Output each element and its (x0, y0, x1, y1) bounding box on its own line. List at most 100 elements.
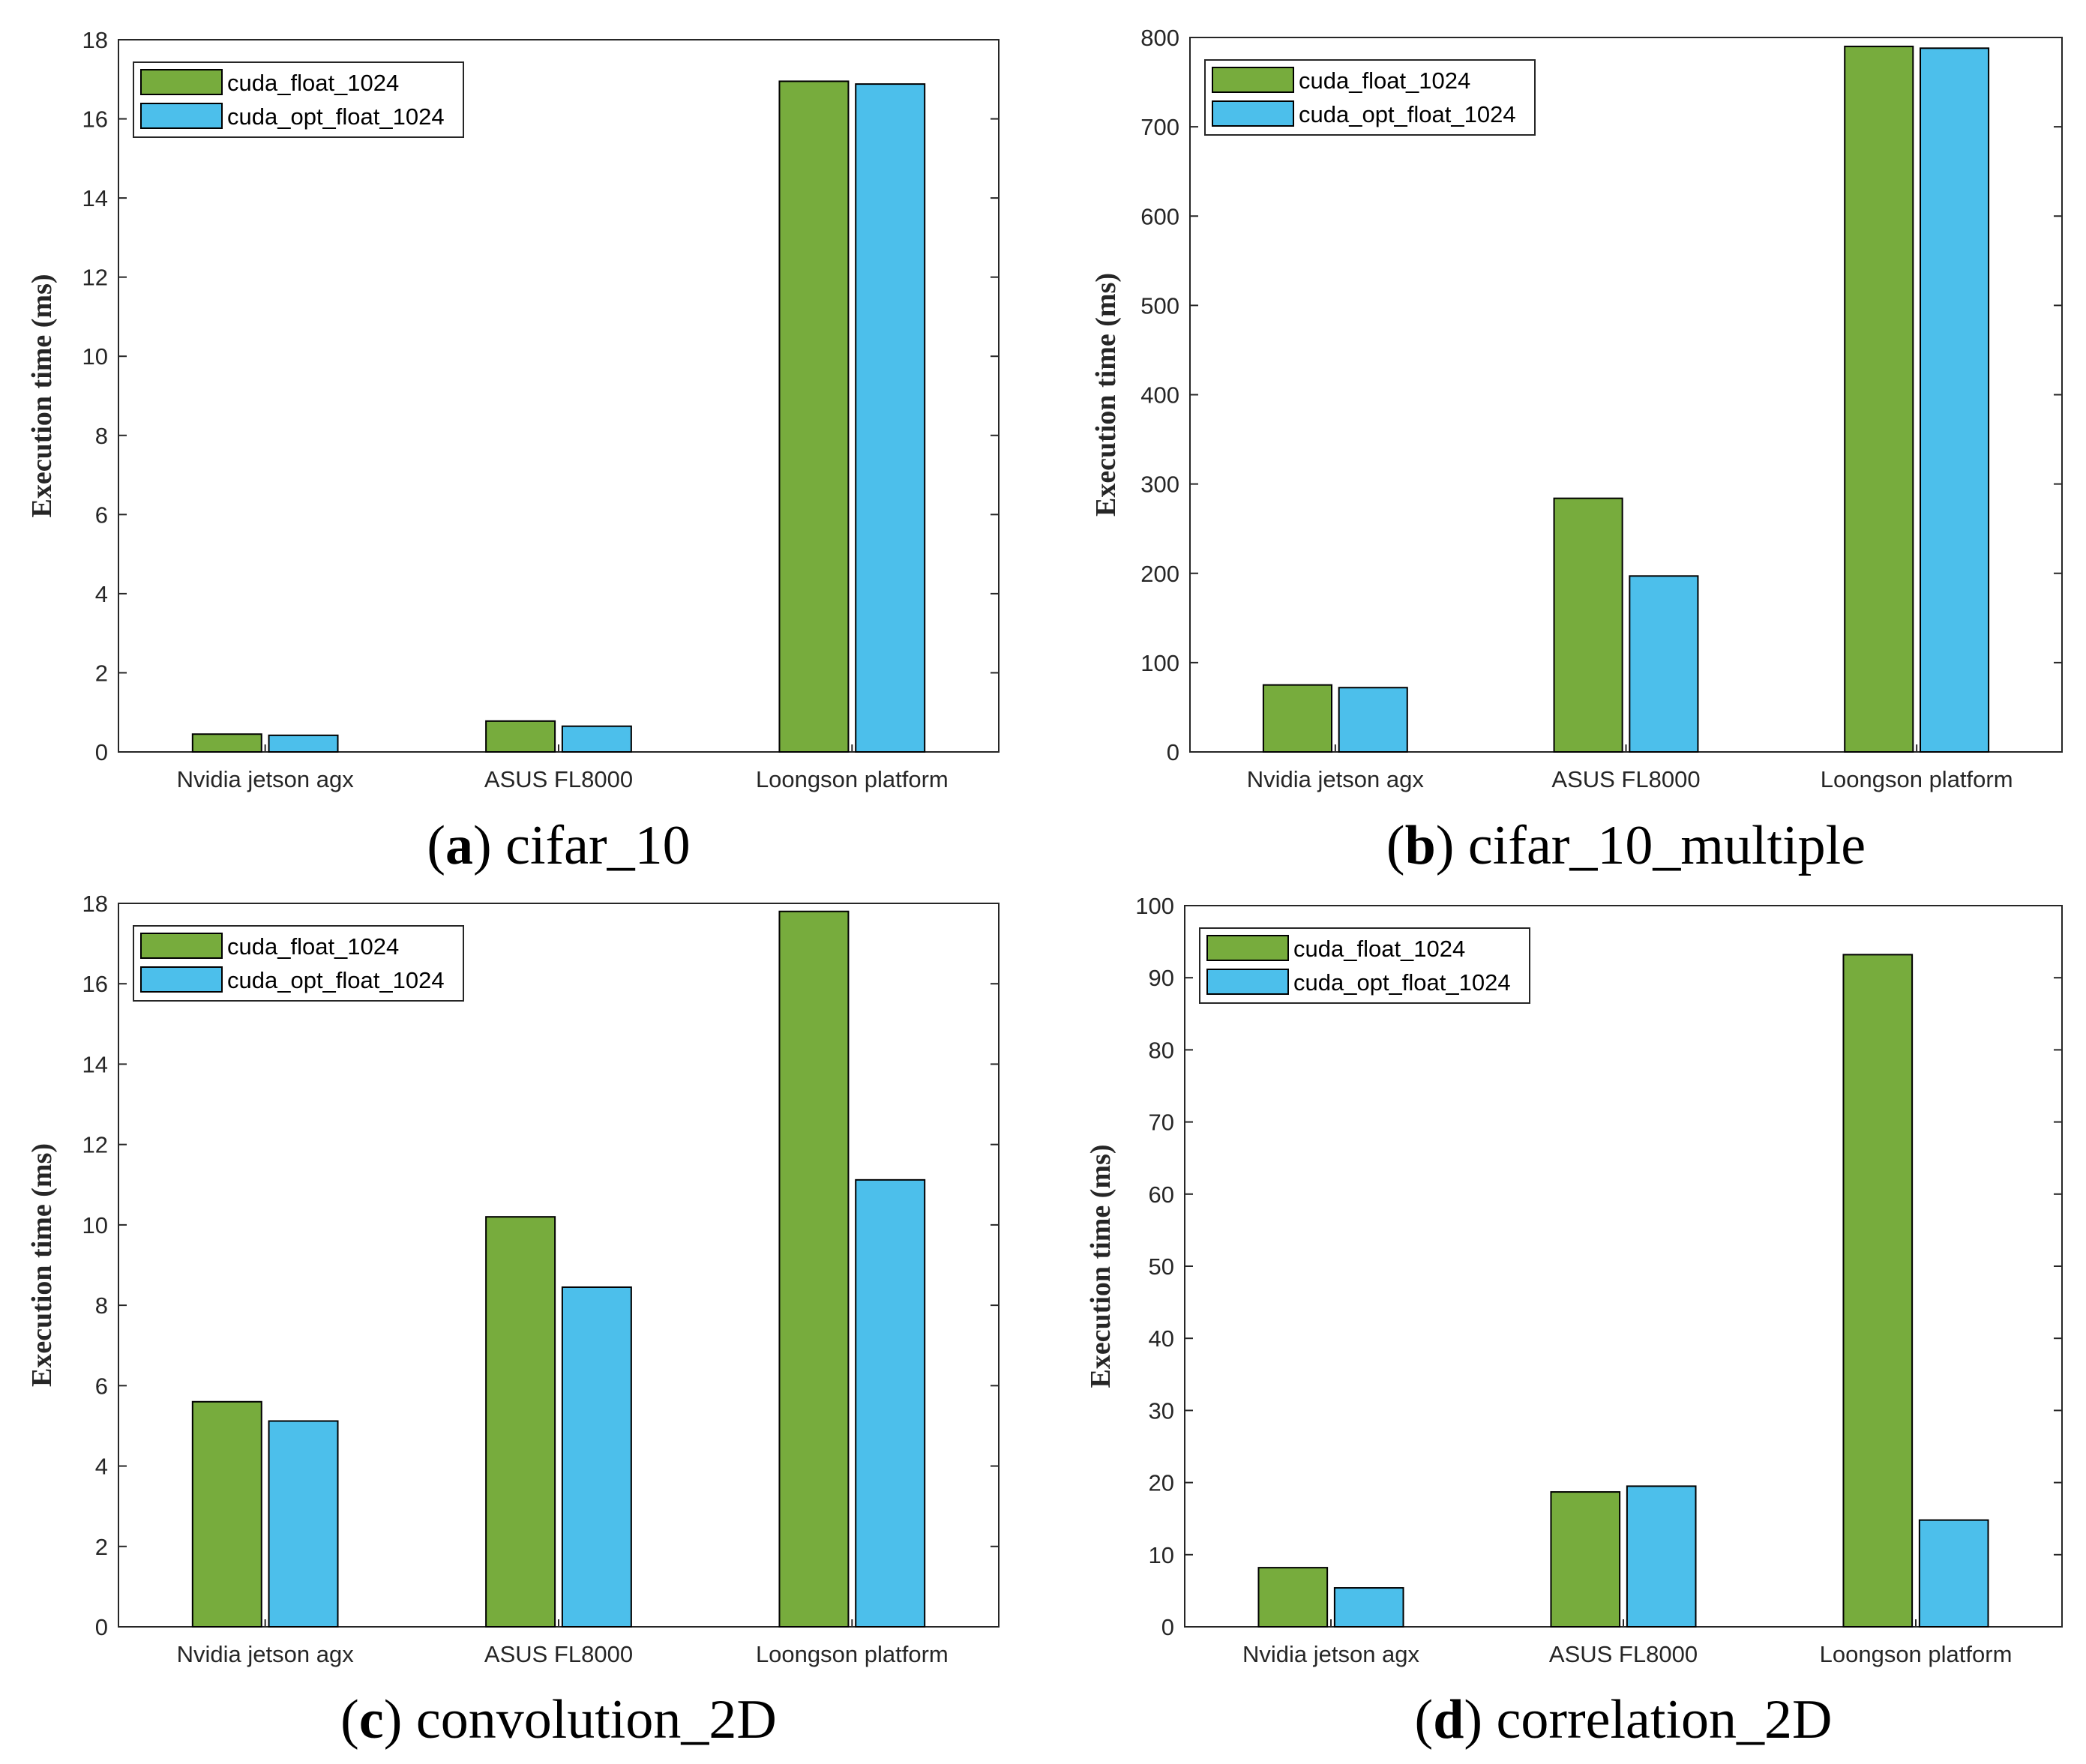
y-tick-label: 100 (1135, 893, 1174, 919)
caption-close-paren: ) (384, 1689, 416, 1751)
legend-swatch (1212, 67, 1294, 93)
y-tick-label: 16 (82, 106, 108, 133)
bar-cuda_float_1024-1 (1553, 497, 1623, 753)
bar-cuda_float_1024-0 (191, 733, 262, 753)
y-tick-label: 10 (1149, 1542, 1174, 1568)
caption-letter: c (359, 1689, 384, 1751)
y-tick-label: 0 (1167, 739, 1179, 765)
bar-cuda_float_1024-0 (191, 1400, 262, 1628)
legend-swatch (1212, 100, 1294, 127)
y-axis-label: Execution time (ms) (26, 274, 58, 517)
y-tick-label: 90 (1149, 965, 1174, 991)
x-tick-label: Nvidia jetson agx (1247, 766, 1425, 792)
y-tick-label: 20 (1149, 1470, 1174, 1496)
bar-cuda_opt_float_1024-2 (1918, 1519, 1989, 1628)
legend-swatch (140, 103, 223, 129)
y-tick-label: 12 (82, 1132, 108, 1158)
caption-open-paren: ( (1415, 1689, 1434, 1751)
x-tick-label: Loongson platform (1820, 1641, 2013, 1667)
y-tick-label: 700 (1140, 114, 1179, 140)
y-tick-label: 0 (95, 1614, 108, 1640)
chart-panel-b: Nvidia jetson agx ASUS FL8000 Loongson pla… (1090, 25, 2063, 876)
bar-cuda_opt_float_1024-1 (1629, 575, 1699, 753)
chart-panel-a: Nvidia jetson agx ASUS FL8000 Loongson pla… (26, 27, 1000, 876)
y-axis-label: Execution time (ms) (1085, 1144, 1116, 1388)
caption-name: cifar_10_multiple (1468, 815, 1866, 876)
y-tick-label: 16 (82, 971, 108, 997)
panel-caption: (d) correlation_2D (1415, 1689, 1833, 1751)
y-tick-label: 4 (95, 1454, 108, 1480)
x-tick-label: Nvidia jetson agx (1242, 1641, 1420, 1667)
y-tick-label: 14 (82, 1051, 108, 1077)
caption-letter: d (1433, 1689, 1464, 1751)
caption-close-paren: ) (1436, 815, 1468, 876)
x-tick-label: Loongson platform (756, 1641, 949, 1667)
caption-name: cifar_10 (505, 815, 691, 876)
bar-cuda_opt_float_1024-1 (561, 725, 632, 753)
bar-cuda_float_1024-0 (1262, 684, 1332, 753)
y-tick-label: 40 (1149, 1325, 1174, 1352)
y-tick-label: 10 (82, 343, 108, 370)
y-tick-label: 2 (95, 1534, 108, 1560)
y-tick-label: 600 (1140, 203, 1179, 229)
x-tick-label: ASUS FL8000 (1549, 1641, 1698, 1667)
y-tick-label: 18 (82, 891, 108, 917)
legend-label: cuda_float_1024 (1299, 67, 1470, 94)
panel-caption: (c) convolution_2D (340, 1689, 777, 1751)
legend-swatch (140, 966, 223, 993)
bar-cuda_float_1024-2 (778, 80, 850, 753)
caption-name: correlation_2D (1497, 1689, 1833, 1751)
y-tick-label: 70 (1149, 1110, 1174, 1136)
legend-swatch (1206, 935, 1289, 961)
y-tick-label: 60 (1149, 1181, 1174, 1208)
legend-label: cuda_float_1024 (1293, 936, 1465, 962)
y-tick-label: 0 (1161, 1614, 1174, 1640)
y-axis-label: Execution time (ms) (1090, 273, 1122, 517)
bar-cuda_opt_float_1024-2 (855, 83, 926, 753)
x-tick-label: ASUS FL8000 (484, 766, 633, 792)
bar-cuda_opt_float_1024-1 (561, 1286, 632, 1628)
y-tick-label: 10 (82, 1212, 108, 1238)
y-tick-label: 300 (1140, 472, 1179, 498)
caption-letter: a (445, 815, 473, 876)
y-tick-label: 30 (1149, 1397, 1174, 1424)
legend-label: cuda_float_1024 (227, 70, 399, 96)
legend-swatch (140, 69, 223, 95)
y-axis-label: Execution time (ms) (26, 1143, 58, 1387)
legend-swatch (1206, 969, 1289, 995)
y-tick-label: 18 (82, 27, 108, 53)
y-tick-label: 2 (95, 660, 108, 686)
legend-label: cuda_opt_float_1024 (227, 103, 445, 130)
legend: cuda_float_1024 cuda_opt_float_1024 (1204, 59, 1536, 136)
y-tick-label: 0 (95, 739, 108, 765)
y-tick-label: 200 (1140, 561, 1179, 587)
x-tick-label: Loongson platform (1821, 766, 2013, 792)
y-tick-label: 800 (1140, 25, 1179, 51)
bar-cuda_float_1024-1 (485, 720, 556, 753)
plot-area (118, 39, 1000, 753)
y-tick-label: 4 (95, 581, 108, 607)
chart-panel-c: Nvidia jetson agx ASUS FL8000 Loongson pla… (26, 891, 1000, 1751)
plot-area (1189, 37, 2063, 753)
legend-label: cuda_opt_float_1024 (1299, 101, 1516, 127)
y-tick-label: 14 (82, 185, 108, 211)
bar-cuda_opt_float_1024-0 (1333, 1587, 1404, 1628)
x-tick-label: ASUS FL8000 (484, 1641, 633, 1667)
bar-cuda_float_1024-0 (1257, 1567, 1329, 1628)
y-tick-label: 8 (95, 1292, 108, 1319)
caption-close-paren: ) (1464, 1689, 1496, 1751)
x-tick-label: Nvidia jetson agx (177, 766, 355, 792)
bar-cuda_opt_float_1024-0 (268, 734, 339, 753)
legend-label: cuda_opt_float_1024 (227, 967, 445, 993)
y-tick-label: 12 (82, 265, 108, 291)
x-tick-label: ASUS FL8000 (1551, 766, 1700, 792)
plot-area (1184, 905, 2063, 1628)
bar-cuda_float_1024-1 (485, 1216, 556, 1628)
x-tick-label: Nvidia jetson agx (177, 1641, 355, 1667)
plot-area (118, 903, 1000, 1628)
caption-open-paren: ( (427, 815, 445, 876)
caption-open-paren: ( (1386, 815, 1405, 876)
y-tick-label: 50 (1149, 1253, 1174, 1280)
legend-swatch (140, 933, 223, 959)
